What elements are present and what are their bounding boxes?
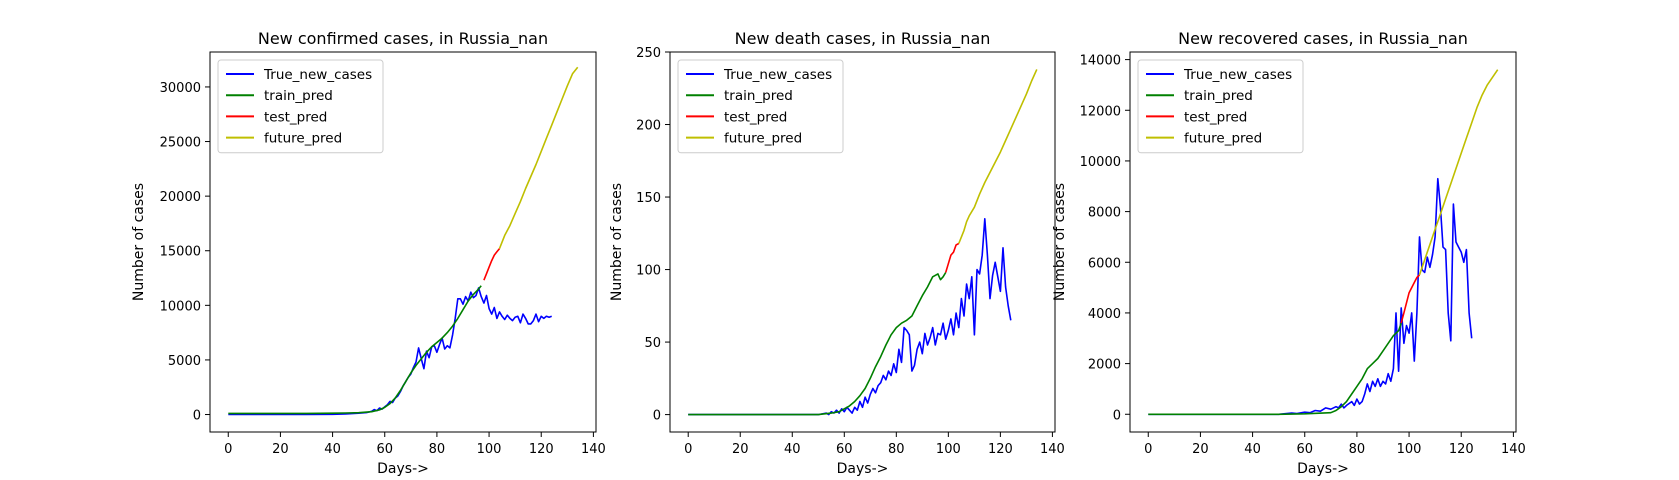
legend-label: future_pred [264,131,342,147]
plot-frame [209,51,597,433]
chart-panel-0: 0 20 40 60 80 100 120 140 0 5000 10000 15000 20000 25… [131,29,606,477]
chart-title: New confirmed cases, in Russia_nan [258,29,548,49]
series-line-True_new_cases [688,218,1012,416]
x-tick-label: 80 [429,442,446,457]
chart-panel-2: 0 20 40 60 80 100 120 140 0 2000 4000 6000 8000 10000… [1052,29,1526,477]
x-tick-label: 140 [581,442,606,457]
y-tick-label: 20000 [160,190,201,205]
x-tick-label: 120 [988,442,1013,457]
y-tick-label: 2000 [1088,358,1121,373]
x-tick-label: 0 [1144,442,1152,457]
x-tick-label: 100 [477,442,502,457]
x-tick-label: 20 [1192,442,1209,457]
series-line-True_new_cases [228,287,552,416]
y-tick-label: 100 [636,264,661,279]
chart-panel-1: 0 20 40 60 80 100 120 140 0 50 100 150 200 250 New dea… [609,29,1065,477]
x-tick-label: 80 [1349,442,1366,457]
y-axis-title: Number of cases [609,183,625,301]
y-tick-label: 0 [653,409,661,424]
x-tick-label: 140 [1501,442,1526,457]
chart-title: New recovered cases, in Russia_nan [1178,29,1468,49]
series-line-future_pred [1418,69,1499,276]
y-tick-label: 10000 [1080,155,1121,170]
x-axis-title: Days-> [837,461,889,477]
y-tick-label: 50 [644,336,661,351]
legend: True_new_cases train_pred test_pred future_… [1137,59,1304,154]
y-tick-label: 5000 [168,354,201,369]
legend-label: True_new_cases [263,67,372,83]
legend-label: True_new_cases [723,67,832,83]
legend-label: train_pred [1184,88,1253,104]
y-tick-label: 25000 [160,136,201,151]
legend-label: test_pred [264,109,327,125]
series-line-train_pred [228,285,482,415]
series-group [1148,69,1499,416]
legend-label: future_pred [724,131,802,147]
y-tick-label: 4000 [1088,307,1121,322]
series-line-True_new_cases [1148,177,1473,416]
series-group [688,69,1038,416]
series-line-test_pred [944,242,960,273]
y-axis-title: Number of cases [131,183,147,301]
legend-label: future_pred [1184,131,1262,147]
x-tick-label: 40 [324,442,341,457]
x-tick-label: 60 [376,442,393,457]
y-tick-label: 0 [1113,408,1121,423]
x-tick-label: 0 [684,442,692,457]
x-tick-label: 100 [1397,442,1422,457]
legend: True_new_cases train_pred test_pred future_… [217,59,384,154]
legend-box [1137,59,1304,154]
x-tick-label: 100 [936,442,961,457]
y-tick-label: 10000 [160,299,201,314]
legend-label: test_pred [1184,109,1247,125]
legend-box [217,59,384,154]
series-group [228,66,579,416]
x-tick-label: 20 [272,442,289,457]
x-tick-label: 40 [1244,442,1261,457]
x-tick-label: 40 [784,442,801,457]
y-tick-label: 12000 [1080,104,1121,119]
y-tick-label: 30000 [160,81,201,96]
legend-label: test_pred [724,109,787,125]
series-line-test_pred [1400,274,1421,324]
plot-frame [1129,51,1517,433]
plot-frame [669,51,1056,433]
legend-box [677,59,844,154]
x-axis-title: Days-> [1297,461,1349,477]
x-tick-label: 0 [224,442,232,457]
x-tick-label: 120 [1449,442,1474,457]
x-tick-label: 120 [529,442,554,457]
y-tick-label: 14000 [1080,54,1121,69]
x-tick-label: 60 [836,442,853,457]
x-tick-label: 140 [1040,442,1065,457]
series-line-future_pred [498,66,579,249]
x-tick-label: 20 [732,442,749,457]
series-line-future_pred [958,69,1038,244]
legend-label: train_pred [264,88,333,104]
y-tick-label: 200 [636,119,661,134]
series-line-test_pred [483,248,501,281]
y-axis-title: Number of cases [1052,183,1068,301]
chart-title: New death cases, in Russia_nan [735,29,991,49]
x-axis-title: Days-> [377,461,429,477]
y-tick-label: 15000 [160,245,201,260]
y-tick-label: 150 [636,191,661,206]
legend-label: True_new_cases [1183,67,1292,83]
y-tick-label: 8000 [1088,206,1121,221]
legend-label: train_pred [724,88,793,104]
x-tick-label: 60 [1296,442,1313,457]
y-tick-label: 0 [193,409,201,424]
series-line-train_pred [1148,322,1402,416]
y-tick-label: 250 [636,46,661,61]
x-tick-label: 80 [888,442,905,457]
series-line-train_pred [688,272,947,416]
y-tick-label: 6000 [1088,256,1121,271]
legend: True_new_cases train_pred test_pred future_… [677,59,844,154]
